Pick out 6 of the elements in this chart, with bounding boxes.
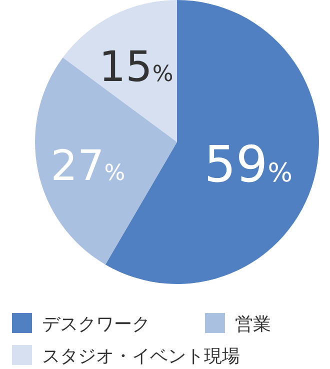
legend-label: スタジオ・イベント現場: [42, 346, 240, 367]
legend-label: デスクワーク: [42, 314, 150, 335]
data-label: 27%: [50, 141, 126, 190]
legend-label: 営業: [235, 314, 271, 335]
data-label: 15%: [98, 42, 174, 91]
data-label: 59%: [204, 135, 292, 194]
